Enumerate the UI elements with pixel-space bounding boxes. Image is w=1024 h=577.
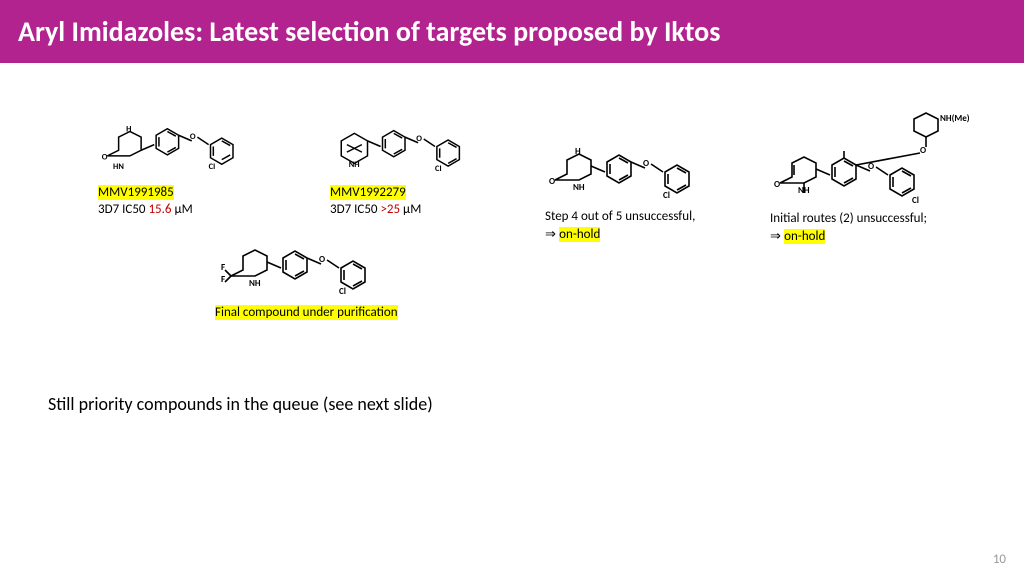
svg-text:O: O — [102, 153, 108, 163]
assay-unit: µM — [172, 202, 193, 217]
compound-4: NH(Me) O O NH O Cl — [770, 111, 970, 246]
slide-body: O HN H O Cl MMV1991985 3D7 IC50 15.6 µM — [0, 63, 1024, 577]
compound-id: MMV1991985 — [98, 185, 248, 202]
compound-status: ⇒ on-hold — [770, 228, 970, 246]
svg-text:Cl: Cl — [339, 286, 346, 297]
svg-text:O: O — [643, 158, 649, 169]
molecule-structure-icon: O HN H O Cl — [98, 123, 248, 185]
compound-status: Final compound under purification — [215, 305, 398, 322]
svg-text:NH(Me): NH(Me) — [940, 113, 970, 124]
status-highlight: Final compound under purification — [215, 305, 398, 320]
assay-value: 15.6 — [148, 202, 171, 217]
svg-text:Cl: Cl — [209, 162, 216, 172]
svg-text:O: O — [920, 145, 926, 156]
status-highlight: on-hold — [559, 227, 600, 242]
svg-text:O: O — [319, 254, 325, 265]
slide-title-bar: Aryl Imidazoles: Latest selection of tar… — [0, 0, 1024, 63]
molecule-structure-icon: NH(Me) O O NH O Cl — [770, 111, 970, 211]
svg-text:Cl: Cl — [435, 164, 442, 174]
compound-assay: 3D7 IC50 15.6 µM — [98, 202, 248, 219]
assay-label: 3D7 IC50 — [98, 202, 148, 217]
compound-1: O HN H O Cl MMV1991985 3D7 IC50 15.6 µM — [98, 123, 248, 219]
compound-id-text: MMV1992279 — [330, 185, 406, 200]
molecule-structure-icon: O NH H O Cl — [545, 147, 715, 209]
svg-text:HN: HN — [113, 162, 124, 172]
svg-text:NH: NH — [349, 160, 360, 170]
assay-unit: µM — [400, 202, 421, 217]
compound-5: F F NH O Cl Final compound under purific… — [215, 243, 398, 322]
svg-text:O: O — [190, 132, 196, 142]
compound-assay: 3D7 IC50 >25 µM — [330, 202, 480, 219]
arrow-icon: ⇒ — [770, 228, 784, 243]
compound-status-note: Step 4 out of 5 unsuccessful, — [545, 209, 715, 226]
svg-text:NH: NH — [573, 182, 585, 193]
molecule-structure-icon: F F NH O Cl — [215, 243, 385, 305]
compound-status: ⇒ on-hold — [545, 226, 715, 244]
compound-id-text: MMV1991985 — [98, 185, 174, 200]
compound-2: NH O Cl MMV1992279 3D7 IC50 >25 µM — [330, 123, 480, 219]
page-number: 10 — [993, 552, 1006, 567]
svg-text:F: F — [221, 274, 225, 285]
compound-id: MMV1992279 — [330, 185, 480, 202]
assay-value: >25 — [380, 202, 400, 217]
svg-text:Cl: Cl — [663, 190, 670, 201]
svg-text:NH: NH — [249, 278, 261, 289]
slide-title: Aryl Imidazoles: Latest selection of tar… — [18, 14, 720, 49]
compound-3: O NH H O Cl Step 4 out of 5 unsuccessful… — [545, 147, 715, 244]
svg-text:O: O — [416, 134, 422, 144]
molecule-structure-icon: NH O Cl — [330, 123, 480, 185]
svg-text:F: F — [221, 262, 225, 273]
assay-label: 3D7 IC50 — [330, 202, 380, 217]
svg-text:Cl: Cl — [912, 195, 919, 206]
svg-text:H: H — [575, 146, 581, 157]
svg-text:O: O — [549, 176, 555, 187]
compound-status-note: Initial routes (2) unsuccessful; — [770, 211, 970, 228]
svg-text:O: O — [774, 179, 780, 190]
svg-text:H: H — [126, 125, 131, 135]
footer-note: Still priority compounds in the queue (s… — [48, 393, 433, 415]
status-highlight: on-hold — [784, 229, 825, 244]
arrow-icon: ⇒ — [545, 226, 559, 241]
